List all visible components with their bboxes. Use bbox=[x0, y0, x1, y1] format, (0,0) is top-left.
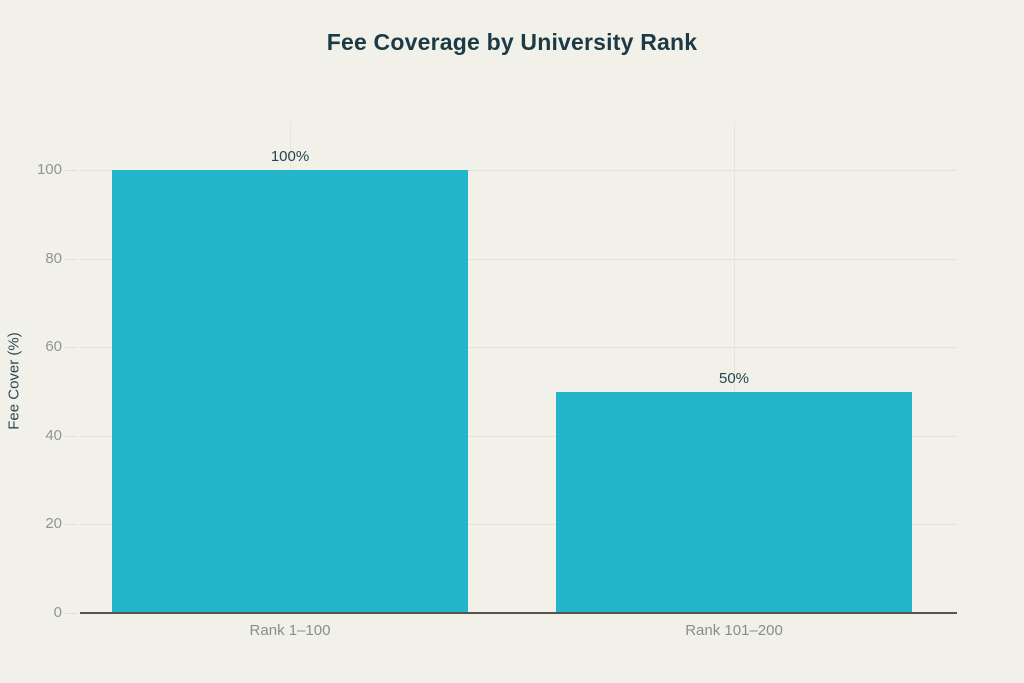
horizontal-gridline bbox=[80, 524, 956, 526]
y-tick-label: 80 bbox=[45, 249, 62, 267]
bar bbox=[112, 170, 468, 613]
y-tick-mark bbox=[65, 435, 77, 437]
y-tick-label: 100 bbox=[36, 161, 62, 178]
y-tick-label: 20 bbox=[45, 515, 62, 533]
vertical-gridline bbox=[734, 122, 735, 613]
bar-value-label: 50% bbox=[718, 369, 750, 387]
x-tick-label: Rank 101–200 bbox=[685, 622, 783, 639]
horizontal-gridline bbox=[80, 258, 956, 260]
bar-value-label: 100% bbox=[270, 148, 310, 165]
horizontal-gridline bbox=[80, 347, 956, 349]
y-tick-mark bbox=[65, 170, 77, 171]
y-tick-mark bbox=[65, 613, 77, 614]
chart-title: Fee Coverage by University Rank bbox=[326, 29, 698, 55]
y-tick-mark bbox=[65, 347, 77, 349]
horizontal-gridline bbox=[80, 435, 956, 437]
y-tick-mark bbox=[65, 524, 77, 526]
horizontal-gridline bbox=[80, 170, 956, 171]
plot-area: 100% 50% bbox=[80, 122, 956, 613]
bar bbox=[556, 391, 912, 613]
y-tick-label: 0 bbox=[53, 604, 62, 621]
y-tick-label: 40 bbox=[45, 426, 62, 444]
y-tick-mark bbox=[65, 258, 77, 260]
x-tick-label: Rank 1–100 bbox=[249, 622, 331, 639]
y-tick-label: 60 bbox=[45, 338, 62, 356]
x-axis-line bbox=[80, 612, 957, 614]
